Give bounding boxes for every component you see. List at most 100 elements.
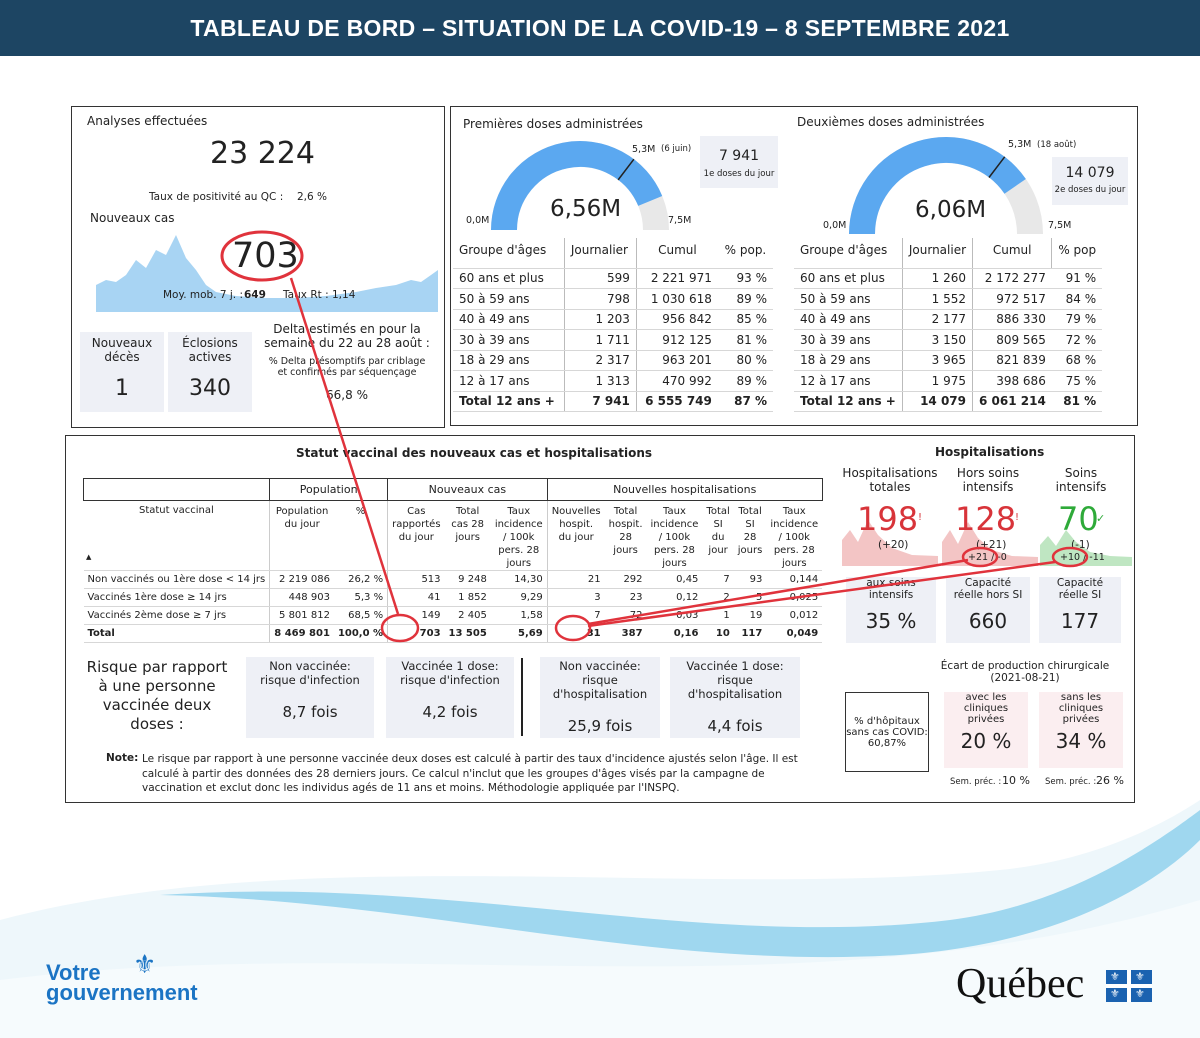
- footer-waves: [0, 800, 1200, 1038]
- hosp-hors-label: Hors soins intensifs: [956, 466, 1020, 494]
- table-cell: 0,144: [766, 570, 823, 589]
- table-cell: 30 à 39 ans: [453, 329, 565, 351]
- table-cell: 68 %: [1051, 350, 1103, 371]
- table-cell: 12 à 17 ans: [453, 370, 565, 392]
- table-row: 12 à 17 ans 1 975 398 686 75 %: [794, 370, 1103, 392]
- hosp-total-label: Hospitalisations totales: [842, 466, 938, 494]
- table-row: 40 à 49 ans 2 177 886 330 79 %: [794, 309, 1103, 330]
- table-cell: 912 125: [635, 329, 718, 351]
- hosp-hors-value: 128: [955, 500, 1017, 538]
- table-cell: 84 %: [1051, 288, 1103, 310]
- table-cell: 2 219 086: [269, 570, 334, 589]
- second-doses-min: 0,0M: [823, 220, 847, 231]
- table-cell: 21: [546, 570, 605, 589]
- table-header: Groupe d'âges Journalier Cumul % pop.: [453, 238, 773, 269]
- table-cell: 956 842: [635, 309, 718, 330]
- table-cell: 68,5 %: [333, 606, 388, 625]
- first-doses-max: 7,5M: [668, 215, 692, 226]
- note-label: Note:: [106, 752, 139, 764]
- table-row: 60 ans et plus 1 260 2 172 277 91 %: [794, 268, 1103, 289]
- table-row: 50 à 59 ans 1 552 972 517 84 %: [794, 288, 1103, 310]
- positivity-value: 2,6 %: [297, 191, 328, 203]
- table-cell: 75 %: [1051, 370, 1103, 392]
- table-cell: 60 ans et plus: [453, 268, 565, 289]
- table-cell: 40 à 49 ans: [794, 309, 903, 330]
- col-header: Total cas 28 jours: [444, 500, 491, 571]
- table-cell: 0,025: [766, 588, 823, 607]
- table-cell: 398 686: [972, 370, 1052, 392]
- cap-si-label: Capacité réelle SI: [1056, 577, 1104, 601]
- second-doses-day-label: 2e doses du jour: [1054, 185, 1126, 195]
- delta-block: Delta estimés en pour la semaine du 22 a…: [262, 322, 432, 402]
- risk-value: 4,4 fois: [707, 717, 763, 735]
- sort-arrow-icon[interactable]: ▲: [86, 553, 92, 561]
- table-cell: 9,29: [490, 588, 548, 607]
- moy-value: 649: [244, 289, 266, 301]
- table-cell: 1 975: [901, 370, 973, 392]
- hosp-hors-sub: +21 / -0: [968, 552, 1007, 563]
- table-cell: 87 %: [717, 391, 773, 412]
- delta-value: 66,8 %: [326, 388, 368, 402]
- avec-cliniques-box: avec les cliniques privées 20 %: [944, 692, 1028, 768]
- quebec-logo-text: Québec: [956, 961, 1085, 1007]
- note-text: Le risque par rapport à une personne vac…: [142, 753, 798, 794]
- table-cell: 30 à 39 ans: [794, 329, 903, 351]
- table-header: Groupe d'âges Journalier Cumul % pop: [794, 238, 1103, 269]
- hosp-total-value: 198: [857, 500, 919, 538]
- risk-label: Non vaccinée: risque d'hospitalisation: [552, 659, 648, 701]
- table-cell: 3 965: [901, 350, 973, 371]
- sans-cliniques-box: sans les cliniques privées 34 %: [1039, 692, 1123, 768]
- table-row: Vaccinés 2ème dose ≥ 7 jrs 5 801 812 68,5 …: [83, 606, 823, 625]
- table-cell: 963 201: [635, 350, 718, 371]
- table-cell: 1 852: [444, 588, 491, 607]
- table-cell: 886 330: [972, 309, 1052, 330]
- table-cell: 93: [733, 570, 767, 589]
- cap-si-value: 177: [1060, 609, 1100, 633]
- group-population: Population: [269, 478, 389, 501]
- col-header: %: [333, 500, 388, 571]
- gauge-arc: [491, 141, 663, 230]
- table-cell: 513: [387, 570, 445, 589]
- col-header: Groupe d'âges: [453, 238, 565, 269]
- table-cell: 8 469 801: [269, 624, 334, 643]
- risk-value: 8,7 fois: [282, 703, 338, 721]
- cap-si-pct-box: aux soins intensifs 35 %: [846, 577, 936, 643]
- second-doses-target-note: (18 août): [1037, 140, 1077, 150]
- cap-si-box: Capacité réelle SI 177: [1039, 577, 1121, 643]
- table-cell: 3: [546, 588, 605, 607]
- table-cell: 972 517: [972, 288, 1052, 310]
- table-cell: 72: [604, 606, 647, 625]
- first-doses-day-label: 1e doses du jour: [703, 169, 775, 179]
- fleur-icon: ⚜: [133, 950, 157, 980]
- cap-hors-label: Capacité réelle hors SI: [953, 577, 1023, 601]
- risk-box-3: Non vaccinée: risque d'hospitalisation 2…: [540, 657, 660, 738]
- sans-label: sans les cliniques privées: [1058, 692, 1104, 725]
- risk-label: Vaccinée 1 dose: risque d'infection: [400, 659, 500, 687]
- analyses-title: Analyses effectuées: [87, 114, 208, 128]
- table-cell: 91 %: [1051, 268, 1103, 289]
- table-cell: 10: [702, 624, 734, 643]
- table-cell: 89 %: [717, 370, 773, 392]
- table-row: Vaccinés 1ère dose ≥ 14 jrs 448 903 5,3 % 4…: [83, 588, 823, 607]
- table-cell: 7: [702, 570, 734, 589]
- table-cell: 6 555 749: [635, 391, 718, 412]
- table-cell: 2: [702, 588, 734, 607]
- avec-label: avec les cliniques privées: [963, 692, 1009, 725]
- table-cell: 1 030 618: [635, 288, 718, 310]
- col-header: % pop: [1051, 238, 1103, 269]
- table-cell: 12 à 17 ans: [794, 370, 903, 392]
- first-doses-gauge: [491, 141, 669, 230]
- table-cell: 1 711: [563, 329, 637, 351]
- table-row: 60 ans et plus 599 2 221 971 93 %: [453, 268, 773, 289]
- table-cell: 14 079: [901, 391, 973, 412]
- table-row: Total 12 ans +7 941 6 555 749 87 %: [453, 391, 773, 412]
- table-cell: 0,45: [646, 570, 703, 589]
- table-row: 12 à 17 ans 1 313 470 992 89 %: [453, 370, 773, 392]
- table-cell: 50 à 59 ans: [453, 288, 565, 310]
- deaths-box: Nouveaux décès 1: [80, 332, 164, 412]
- table-cell: 100,0 %: [333, 624, 388, 643]
- table-cell: 85 %: [717, 309, 773, 330]
- deaths-label: Nouveaux décès: [91, 336, 153, 364]
- gouvernement-text: gouvernement: [46, 980, 198, 1005]
- table-row: 40 à 49 ans 1 203 956 842 85 %: [453, 309, 773, 330]
